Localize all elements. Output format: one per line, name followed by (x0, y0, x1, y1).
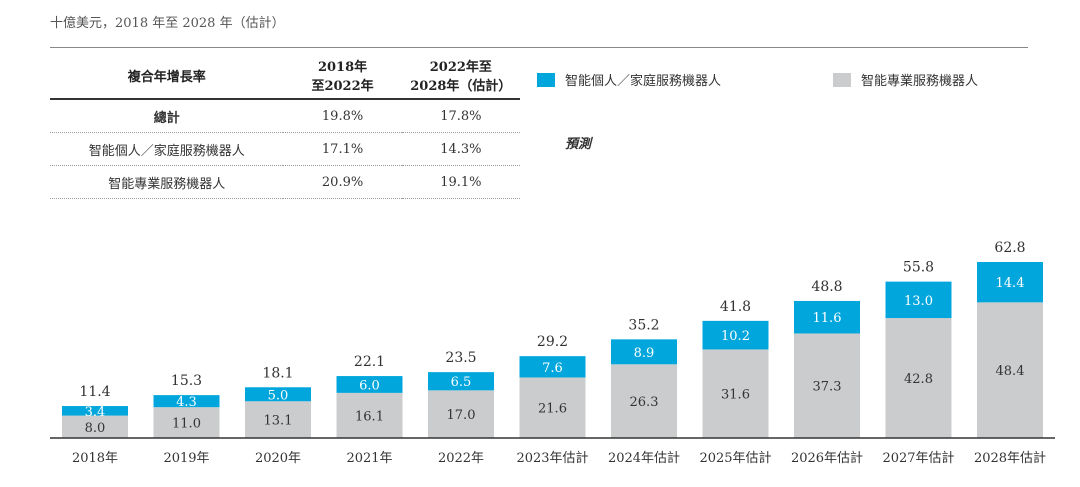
data-label-professional: 21.6 (538, 402, 567, 417)
data-label-personal: 3.4 (85, 405, 106, 420)
legend-label-professional: 智能專業服務機器人 (861, 74, 979, 89)
data-label-total: 11.4 (79, 384, 110, 400)
data-label-personal: 14.4 (996, 276, 1025, 291)
row-value-period-2: 19.1% (401, 165, 520, 199)
legend-swatch-professional (833, 72, 851, 87)
bar-professional (336, 392, 403, 438)
x-tick-label: 2021年 (346, 451, 392, 466)
data-label-personal: 11.6 (813, 311, 842, 326)
data-label-personal: 13.0 (904, 294, 933, 309)
data-label-professional: 13.1 (264, 414, 293, 429)
bar-personal (885, 281, 952, 319)
data-label-professional: 17.0 (447, 408, 476, 423)
bar-professional (977, 302, 1043, 438)
bar-personal (702, 320, 769, 350)
bar-professional (428, 390, 494, 438)
x-tick-label: 2026年估計 (791, 450, 863, 466)
data-label-professional: 37.3 (813, 380, 842, 395)
data-label-professional: 16.1 (355, 409, 384, 424)
table-row: 總計 19.8% 17.8% (50, 99, 520, 133)
chart-unit-label: 十億美元，2018 年至 2028 年（估計） (50, 16, 285, 31)
x-tick-label: 2020年 (255, 451, 301, 466)
data-label-personal: 6.5 (451, 375, 472, 390)
x-tick-label: 2025年估計 (699, 450, 771, 466)
data-label-professional: 42.8 (904, 372, 933, 387)
bar-professional (611, 364, 677, 438)
bar-personal (245, 387, 311, 402)
row-label: 智能專業服務機器人 (50, 165, 284, 199)
row-value-period-2: 14.3% (401, 132, 520, 166)
row-label: 總計 (50, 99, 284, 133)
top-divider (50, 47, 1028, 48)
table-header-row: 複合年增長率 2018年 至2022年 2022年至 2028年（估計） (50, 52, 520, 100)
table-row: 智能個人／家庭服務機器人 17.1% 14.3% (50, 132, 520, 166)
row-value-period-1: 20.9% (283, 165, 402, 199)
bar-professional (519, 377, 586, 438)
table-header-period-2: 2022年至 2028年（估計） (401, 52, 520, 100)
data-label-personal: 8.9 (634, 346, 655, 361)
bar-professional (153, 407, 220, 438)
data-label-personal: 7.6 (542, 361, 563, 376)
data-label-professional: 26.3 (630, 395, 659, 410)
legend-label-personal: 智能個人／家庭服務機器人 (565, 74, 722, 89)
data-label-total: 35.2 (628, 317, 659, 333)
legend-item-personal: 智能個人／家庭服務機器人 (537, 70, 721, 89)
data-label-total: 18.1 (262, 365, 293, 381)
table-header-period-1-text: 2018年 至2022年 (311, 60, 374, 94)
x-tick-label: 2018年 (72, 451, 118, 466)
data-label-professional: 48.4 (996, 364, 1025, 379)
bar-professional (702, 349, 769, 438)
row-label: 智能個人／家庭服務機器人 (50, 132, 284, 166)
bar-personal (611, 339, 677, 365)
table-row: 智能專業服務機器人 20.9% 19.1% (50, 165, 520, 199)
table-header-label: 複合年增長率 (50, 52, 284, 100)
table-header-period-2-text: 2022年至 2028年（估計） (410, 60, 512, 94)
data-label-total: 22.1 (354, 354, 385, 370)
data-label-professional: 31.6 (721, 388, 750, 403)
data-label-total: 62.8 (994, 240, 1025, 256)
bar-personal (977, 262, 1043, 303)
data-label-personal: 4.3 (176, 395, 197, 410)
x-tick-label: 2028年估計 (974, 450, 1046, 466)
row-value-period-1: 19.8% (283, 99, 402, 133)
forecast-label: 預測 (565, 137, 592, 152)
bar-personal (62, 406, 128, 416)
data-label-total: 41.8 (720, 299, 751, 315)
bar-personal (519, 356, 586, 378)
cagr-table: 複合年增長率 2018年 至2022年 2022年至 2028年（估計） 總計 … (50, 52, 520, 199)
bar-personal (153, 395, 220, 408)
row-value-period-2: 17.8% (401, 99, 520, 133)
bar-professional (245, 401, 311, 438)
data-label-personal: 5.0 (268, 388, 289, 403)
data-label-professional: 11.0 (172, 417, 201, 432)
bar-personal (794, 300, 860, 334)
data-label-professional: 8.0 (85, 421, 106, 436)
x-tick-label: 2027年估計 (882, 450, 954, 466)
x-tick-label: 2019年 (163, 451, 209, 466)
bar-professional (885, 318, 952, 438)
bar-professional (62, 415, 128, 438)
bar-professional (794, 333, 860, 438)
data-label-total: 15.3 (171, 373, 202, 389)
data-label-total: 55.8 (903, 260, 934, 276)
row-value-period-1: 17.1% (283, 132, 402, 166)
data-label-total: 23.5 (445, 350, 476, 366)
data-label-total: 48.8 (811, 279, 842, 295)
bar-personal (428, 372, 494, 391)
x-tick-label: 2023年估計 (516, 450, 588, 466)
bar-personal (336, 376, 403, 393)
data-label-personal: 10.2 (721, 329, 750, 344)
legend-item-professional: 智能專業服務機器人 (833, 70, 978, 89)
legend-swatch-personal (537, 72, 555, 87)
data-label-personal: 6.0 (359, 378, 380, 393)
data-label-total: 29.2 (537, 334, 568, 350)
x-tick-label: 2022年 (438, 451, 484, 466)
table-header-period-1: 2018年 至2022年 (283, 52, 402, 100)
x-tick-label: 2024年估計 (608, 450, 680, 466)
